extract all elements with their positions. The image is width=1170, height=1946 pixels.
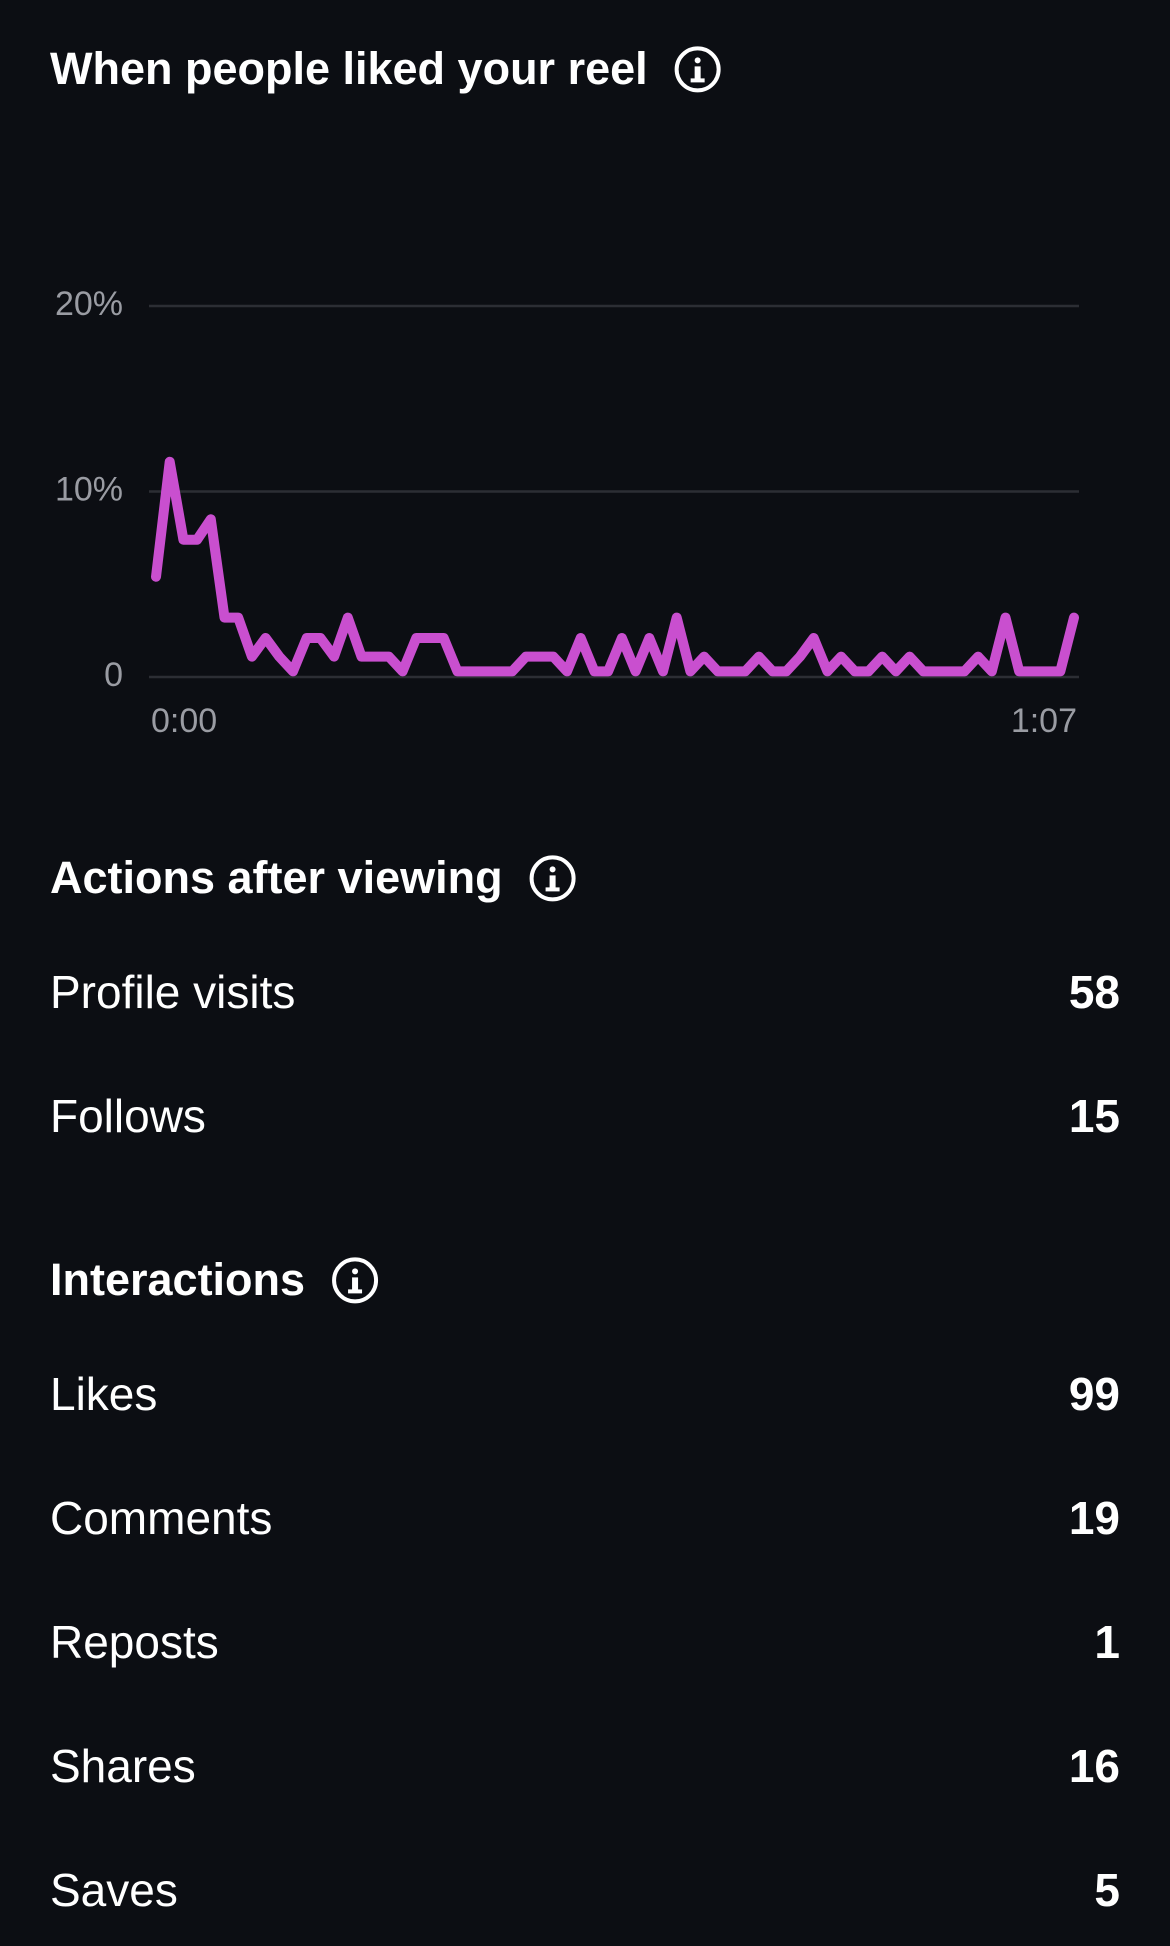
chart-title: When people liked your reel: [50, 43, 648, 94]
info-foot: [545, 887, 560, 892]
section-title: Interactions: [50, 1254, 305, 1305]
info-bar: [352, 1277, 359, 1292]
info-circle: [674, 46, 721, 93]
row-value: 16: [1069, 1740, 1120, 1792]
row-label: Follows: [50, 1090, 206, 1142]
info-icon[interactable]: [674, 46, 721, 93]
y-tick-label: 10%: [55, 470, 123, 508]
info-dot: [352, 1268, 359, 1275]
y-tick-label: 0: [104, 656, 123, 694]
info-foot: [690, 78, 705, 83]
row-value: 19: [1069, 1492, 1120, 1544]
section-title: Actions after viewing: [50, 852, 503, 903]
info-circle: [529, 855, 576, 902]
info-bar: [694, 66, 701, 81]
info-circle: [332, 1257, 379, 1304]
y-tick-label: 20%: [55, 285, 123, 323]
line-series: [151, 456, 1079, 677]
row-label: Reposts: [50, 1616, 219, 1668]
info-icon[interactable]: [529, 855, 576, 902]
info-icon[interactable]: [332, 1257, 379, 1304]
info-foot: [348, 1289, 363, 1294]
info-dot: [694, 57, 701, 64]
info-dot: [549, 866, 556, 873]
row-value: 1: [1094, 1616, 1120, 1668]
row-value: 15: [1069, 1090, 1120, 1142]
row-label: Comments: [50, 1492, 272, 1544]
row-value: 58: [1069, 966, 1120, 1018]
x-tick-label: 0:00: [151, 702, 217, 740]
row-value: 99: [1069, 1368, 1120, 1420]
row-label: Shares: [50, 1740, 196, 1792]
x-tick-label: 1:07: [1011, 702, 1077, 740]
row-label: Likes: [50, 1368, 157, 1420]
row-label: Saves: [50, 1864, 178, 1916]
row-label: Profile visits: [50, 966, 295, 1018]
info-bar: [549, 875, 556, 890]
row-value: 5: [1094, 1864, 1120, 1916]
